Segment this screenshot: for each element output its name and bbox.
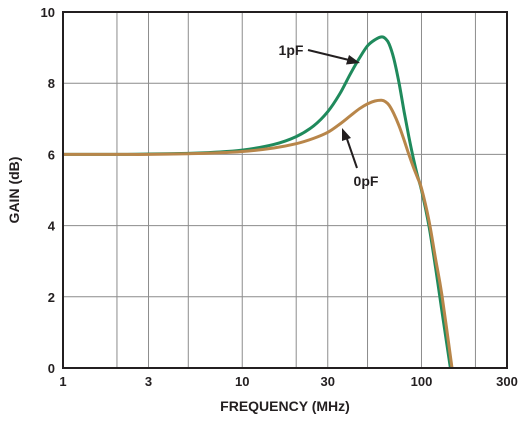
annotation-label-1pf: 1pF [279, 42, 304, 58]
x-tick-label: 10 [235, 374, 249, 389]
series-group [63, 35, 454, 368]
x-tick-label: 100 [411, 374, 433, 389]
annotation-arrow-1pf [307, 49, 350, 61]
x-tick-label: 3 [145, 374, 152, 389]
y-tick-label: 2 [48, 290, 55, 305]
y-tick-label: 4 [48, 219, 56, 234]
x-tick-label: 1 [59, 374, 66, 389]
x-tick-labels: 1 3 10 30 100 300 [59, 374, 517, 389]
series-line-0pf [63, 98, 454, 368]
annotations: 1pF 0pF [279, 42, 379, 189]
y-tick-label: 6 [48, 147, 55, 162]
x-tick-label: 30 [321, 374, 335, 389]
plot-frame [62, 11, 508, 369]
x-axis-title: FREQUENCY (MHz) [220, 398, 350, 414]
y-axis-title: GAIN (dB) [6, 157, 22, 224]
y-tick-label: 10 [41, 5, 55, 20]
arrowhead-0pf [342, 128, 351, 141]
y-tick-labels: 0 2 4 6 8 10 [41, 5, 56, 376]
y-tick-label: 8 [48, 76, 55, 91]
arrowhead-1pf [346, 55, 360, 65]
annotation-label-0pf: 0pF [354, 173, 379, 189]
annotation-arrow-0pf [346, 138, 358, 169]
grid [62, 11, 508, 369]
y-tick-label: 0 [48, 361, 55, 376]
x-tick-label: 300 [496, 374, 518, 389]
series-line-1pf [63, 35, 452, 368]
